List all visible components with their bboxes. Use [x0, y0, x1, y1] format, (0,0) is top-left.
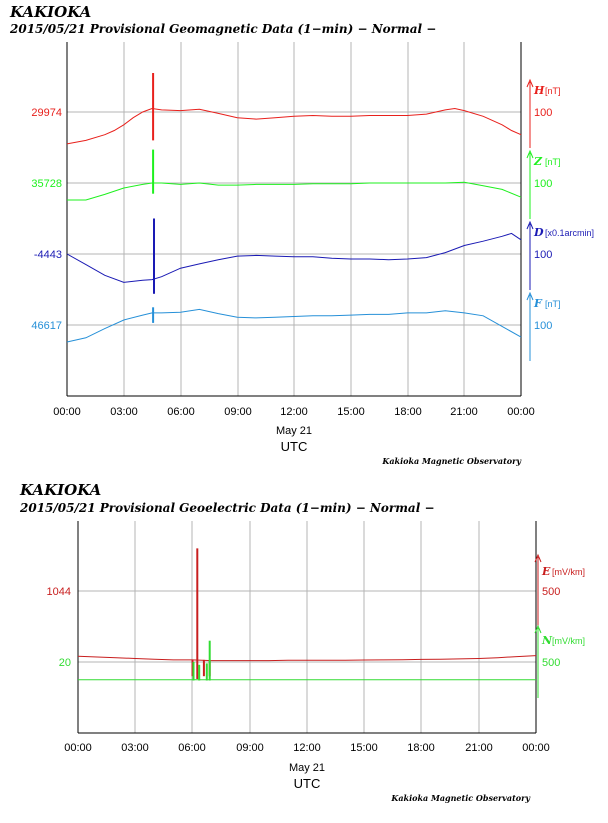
chart1-baseline-h: 29974: [31, 107, 62, 119]
chart1-x-tick: 18:00: [394, 406, 422, 418]
chart1-x-tick: 09:00: [224, 406, 252, 418]
chart2-x-tick: 03:00: [121, 742, 149, 754]
chart1-scale-arrow-h: [526, 78, 534, 88]
chart2-scale-arrow-e: [534, 553, 542, 563]
chart2-comp-unit-n: [mV/km]: [552, 636, 585, 646]
chart1-date-label: May 21: [276, 425, 312, 437]
chart1-x-ticks: 00:00 03:00 06:00 09:00 12:00 15:00 18:0…: [53, 406, 535, 418]
chart2-x-tick: 21:00: [465, 742, 493, 754]
chart1-scale-h: H [nT] 100: [526, 78, 561, 148]
chart1-scale-h-value: 100: [534, 107, 552, 119]
chart2-scale-n-value: 500: [542, 657, 560, 669]
chart2-baseline-n: 20: [59, 657, 71, 669]
chart2-scale-arrow-n: [534, 624, 542, 634]
chart1-comp-unit-h: [nT]: [545, 86, 561, 96]
chart1-comp-name-z: Z: [533, 155, 543, 168]
chart1-scale-arrow-z: [526, 149, 534, 159]
chart2-x-tick: 18:00: [407, 742, 435, 754]
chart1-xlabel: UTC: [281, 439, 308, 454]
chart1-comp-name-h: H: [533, 84, 545, 97]
chart1-x-tick: 15:00: [337, 406, 365, 418]
chart1-scale-f-value: 100: [534, 320, 552, 332]
series-line-h: [66, 107, 522, 145]
chart2-x-tick: 09:00: [236, 742, 264, 754]
series-line-z: [67, 181, 522, 201]
chart1-series-lines: [66, 73, 522, 343]
chart1-baseline-z: 35728: [31, 178, 62, 190]
chart2-x-tick: 15:00: [350, 742, 378, 754]
chart2-date-label: May 21: [289, 762, 325, 774]
chart2-x-ticks: 00:00 03:00 06:00 09:00 12:00 15:00 18:0…: [64, 742, 550, 754]
chart1-scale-arrow-d: [526, 220, 534, 230]
chart1-grid: [67, 42, 521, 396]
chart2-baseline-e: 1044: [47, 586, 71, 598]
chart2-grid: [78, 521, 536, 733]
chart1-comp-name-f: F: [533, 297, 543, 310]
chart1-x-tick: 00:00: [53, 406, 81, 418]
series-line-d: [66, 232, 522, 283]
chart1-x-tick: 12:00: [280, 406, 308, 418]
chart1-title: 2015/05/21 Provisional Geomagnetic Data …: [9, 22, 436, 36]
chart2-comp-name-e: E: [541, 565, 551, 578]
chart1-scale-z: Z [nT] 100: [526, 149, 561, 219]
chart1-x-tick: 03:00: [110, 406, 138, 418]
chart2-scale-n: N [mV/km] 500: [534, 624, 585, 698]
chart2-x-tick: 00:00: [64, 742, 92, 754]
chart1-scale-z-value: 100: [534, 178, 552, 190]
chart2-scale-e-value: 500: [542, 586, 560, 598]
chart2-frame: [77, 521, 537, 734]
chart2-credit: Kakioka Magnetic Observatory: [390, 793, 531, 803]
chart2-x-tick: 06:00: [178, 742, 206, 754]
chart2-xlabel: UTC: [294, 776, 321, 791]
chart1-comp-name-d: D: [533, 226, 544, 239]
chart1-x-tick: 00:00: [507, 406, 535, 418]
chart2-station: KAKIOKA: [19, 481, 101, 499]
chart1-x-tick: 21:00: [450, 406, 478, 418]
chart2-series-lines: [77, 548, 537, 681]
series-line-f: [66, 308, 522, 343]
chart1-comp-unit-f: [nT]: [545, 299, 561, 309]
chart1-scale-arrow-f: [526, 291, 534, 301]
chart1-x-tick: 06:00: [167, 406, 195, 418]
chart2-x-tick: 00:00: [522, 742, 550, 754]
chart1-scale-d: D [x0.1arcmin] 100: [526, 220, 594, 290]
chart2-comp-name-n: N: [541, 634, 553, 647]
chart2-title: 2015/05/21 Provisional Geoelectric Data …: [19, 501, 435, 515]
chart2-scale-e: E [mV/km] 500: [534, 553, 585, 627]
chart2-comp-unit-e: [mV/km]: [552, 567, 585, 577]
chart1-scale-f: F [nT] 100: [526, 291, 561, 361]
chart2-x-tick: 12:00: [293, 742, 321, 754]
chart1-baseline-f: 46617: [31, 320, 62, 332]
chart1-comp-unit-d: [x0.1arcmin]: [545, 228, 594, 238]
series-line-e: [77, 655, 537, 662]
chart1-credit: Kakioka Magnetic Observatory: [381, 456, 522, 466]
chart1-station: KAKIOKA: [9, 3, 91, 21]
chart1-comp-unit-z: [nT]: [545, 157, 561, 167]
chart1-scale-d-value: 100: [534, 249, 552, 261]
chart1-baseline-d: -4443: [34, 249, 62, 261]
